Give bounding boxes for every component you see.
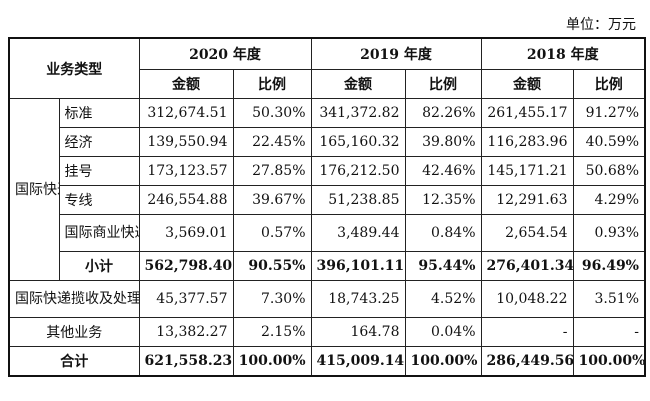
cell-ratio: 100.00% (404, 346, 482, 377)
row-label: 国际快递揽收及处理业务 (8, 280, 140, 318)
cell-ratio: 0.04% (404, 317, 482, 347)
cell-amount: 18,743.25 (310, 280, 406, 318)
cell-amount: 145,171.21 (480, 156, 574, 186)
table-row: 国际快递全程业务 标准 312,674.51 50.30% 341,372.82… (8, 98, 646, 281)
unit-label: 单位：万元 (566, 17, 636, 33)
amount-header: 金额 (480, 69, 574, 99)
total-row: 合计 621,558.23 100.00% 415,009.14 100.00%… (8, 346, 646, 377)
table-row: 经济 139,550.94 22.45% 165,160.32 39.80% 1… (9, 127, 646, 157)
year-header-2020: 2020 年度 (138, 37, 312, 70)
group-label: 国际快递全程业务 (8, 98, 60, 281)
cell-amount: 51,238.85 (310, 185, 406, 215)
cell-ratio: 3.51% (572, 280, 646, 318)
cell-amount: 164.78 (310, 317, 406, 347)
cell-ratio: 7.30% (232, 280, 312, 318)
cell-amount: 173,123.57 (138, 156, 234, 186)
subtotal-row: 小计 562,798.40 90.55% 396,101.11 95.44% 2… (9, 251, 646, 281)
cell-amount: 3,489.44 (310, 214, 406, 252)
total-label: 合计 (8, 346, 140, 377)
business-type-header: 业务类型 (8, 37, 140, 99)
year-header-2018: 2018 年度 (480, 37, 646, 70)
row-label: 挂号 (58, 156, 140, 186)
row-label: 其他业务 (8, 317, 140, 347)
cell-amount: 139,550.94 (138, 127, 234, 157)
cell-amount: 621,558.23 (138, 346, 234, 377)
row-label: 国际商业快递 (58, 214, 140, 252)
cell-ratio: - (572, 317, 646, 347)
cell-ratio: 50.68% (572, 156, 646, 186)
cell-ratio: 2.15% (232, 317, 312, 347)
ratio-header: 比例 (572, 69, 646, 99)
row-label: 经济 (58, 127, 140, 157)
cell-ratio: 22.45% (232, 127, 312, 157)
cell-amount: 12,291.63 (480, 185, 574, 215)
cell-amount: 341,372.82 (310, 98, 406, 128)
cell-amount: 2,654.54 (480, 214, 574, 252)
cell-amount: 45,377.57 (138, 280, 234, 318)
cell-ratio: 91.27% (572, 98, 646, 128)
cell-ratio: 50.30% (232, 98, 312, 128)
cell-amount: - (480, 317, 574, 347)
cell-amount: 396,101.11 (310, 251, 406, 281)
cell-amount: 415,009.14 (310, 346, 406, 377)
cell-ratio: 96.49% (572, 251, 646, 281)
row-label: 标准 (58, 98, 140, 128)
cell-ratio: 4.52% (404, 280, 482, 318)
cell-ratio: 39.80% (404, 127, 482, 157)
cell-amount: 276,401.34 (480, 251, 574, 281)
ratio-header: 比例 (404, 69, 482, 99)
cell-ratio: 100.00% (232, 346, 312, 377)
row-label: 专线 (58, 185, 140, 215)
cell-amount: 562,798.40 (138, 251, 234, 281)
cell-ratio: 39.67% (232, 185, 312, 215)
cell-amount: 246,554.88 (138, 185, 234, 215)
table-row: 国际商业快递 3,569.01 0.57% 3,489.44 0.84% 2,6… (9, 214, 646, 252)
cell-amount: 3,569.01 (138, 214, 234, 252)
amount-header: 金额 (138, 69, 234, 99)
cell-ratio: 27.85% (232, 156, 312, 186)
cell-ratio: 12.35% (404, 185, 482, 215)
revenue-breakdown-table: 业务类型 2020 年度 2019 年度 2018 年度 金额 比例 金额 比例… (8, 37, 646, 377)
cell-amount: 261,455.17 (480, 98, 574, 128)
cell-amount: 10,048.22 (480, 280, 574, 318)
cell-amount: 165,160.32 (310, 127, 406, 157)
table-row: 国际快递揽收及处理业务 45,377.57 7.30% 18,743.25 4.… (8, 280, 646, 318)
cell-ratio: 95.44% (404, 251, 482, 281)
cell-amount: 13,382.27 (138, 317, 234, 347)
cell-ratio: 4.29% (572, 185, 646, 215)
cell-ratio: 42.46% (404, 156, 482, 186)
year-header-2019: 2019 年度 (310, 37, 482, 70)
cell-ratio: 0.57% (232, 214, 312, 252)
cell-ratio: 100.00% (572, 346, 646, 377)
cell-ratio: 90.55% (232, 251, 312, 281)
subtotal-label: 小计 (58, 251, 140, 281)
ratio-header: 比例 (232, 69, 312, 99)
table-row: 挂号 173,123.57 27.85% 176,212.50 42.46% 1… (9, 156, 646, 186)
cell-amount: 116,283.96 (480, 127, 574, 157)
cell-ratio: 82.26% (404, 98, 482, 128)
cell-ratio: 0.84% (404, 214, 482, 252)
table-row: 其他业务 13,382.27 2.15% 164.78 0.04% - - (8, 317, 646, 347)
cell-amount: 176,212.50 (310, 156, 406, 186)
cell-ratio: 0.93% (572, 214, 646, 252)
cell-amount: 286,449.56 (480, 346, 574, 377)
amount-header: 金额 (310, 69, 406, 99)
table-row: 专线 246,554.88 39.67% 51,238.85 12.35% 12… (9, 185, 646, 215)
cell-amount: 312,674.51 (138, 98, 234, 128)
cell-ratio: 40.59% (572, 127, 646, 157)
